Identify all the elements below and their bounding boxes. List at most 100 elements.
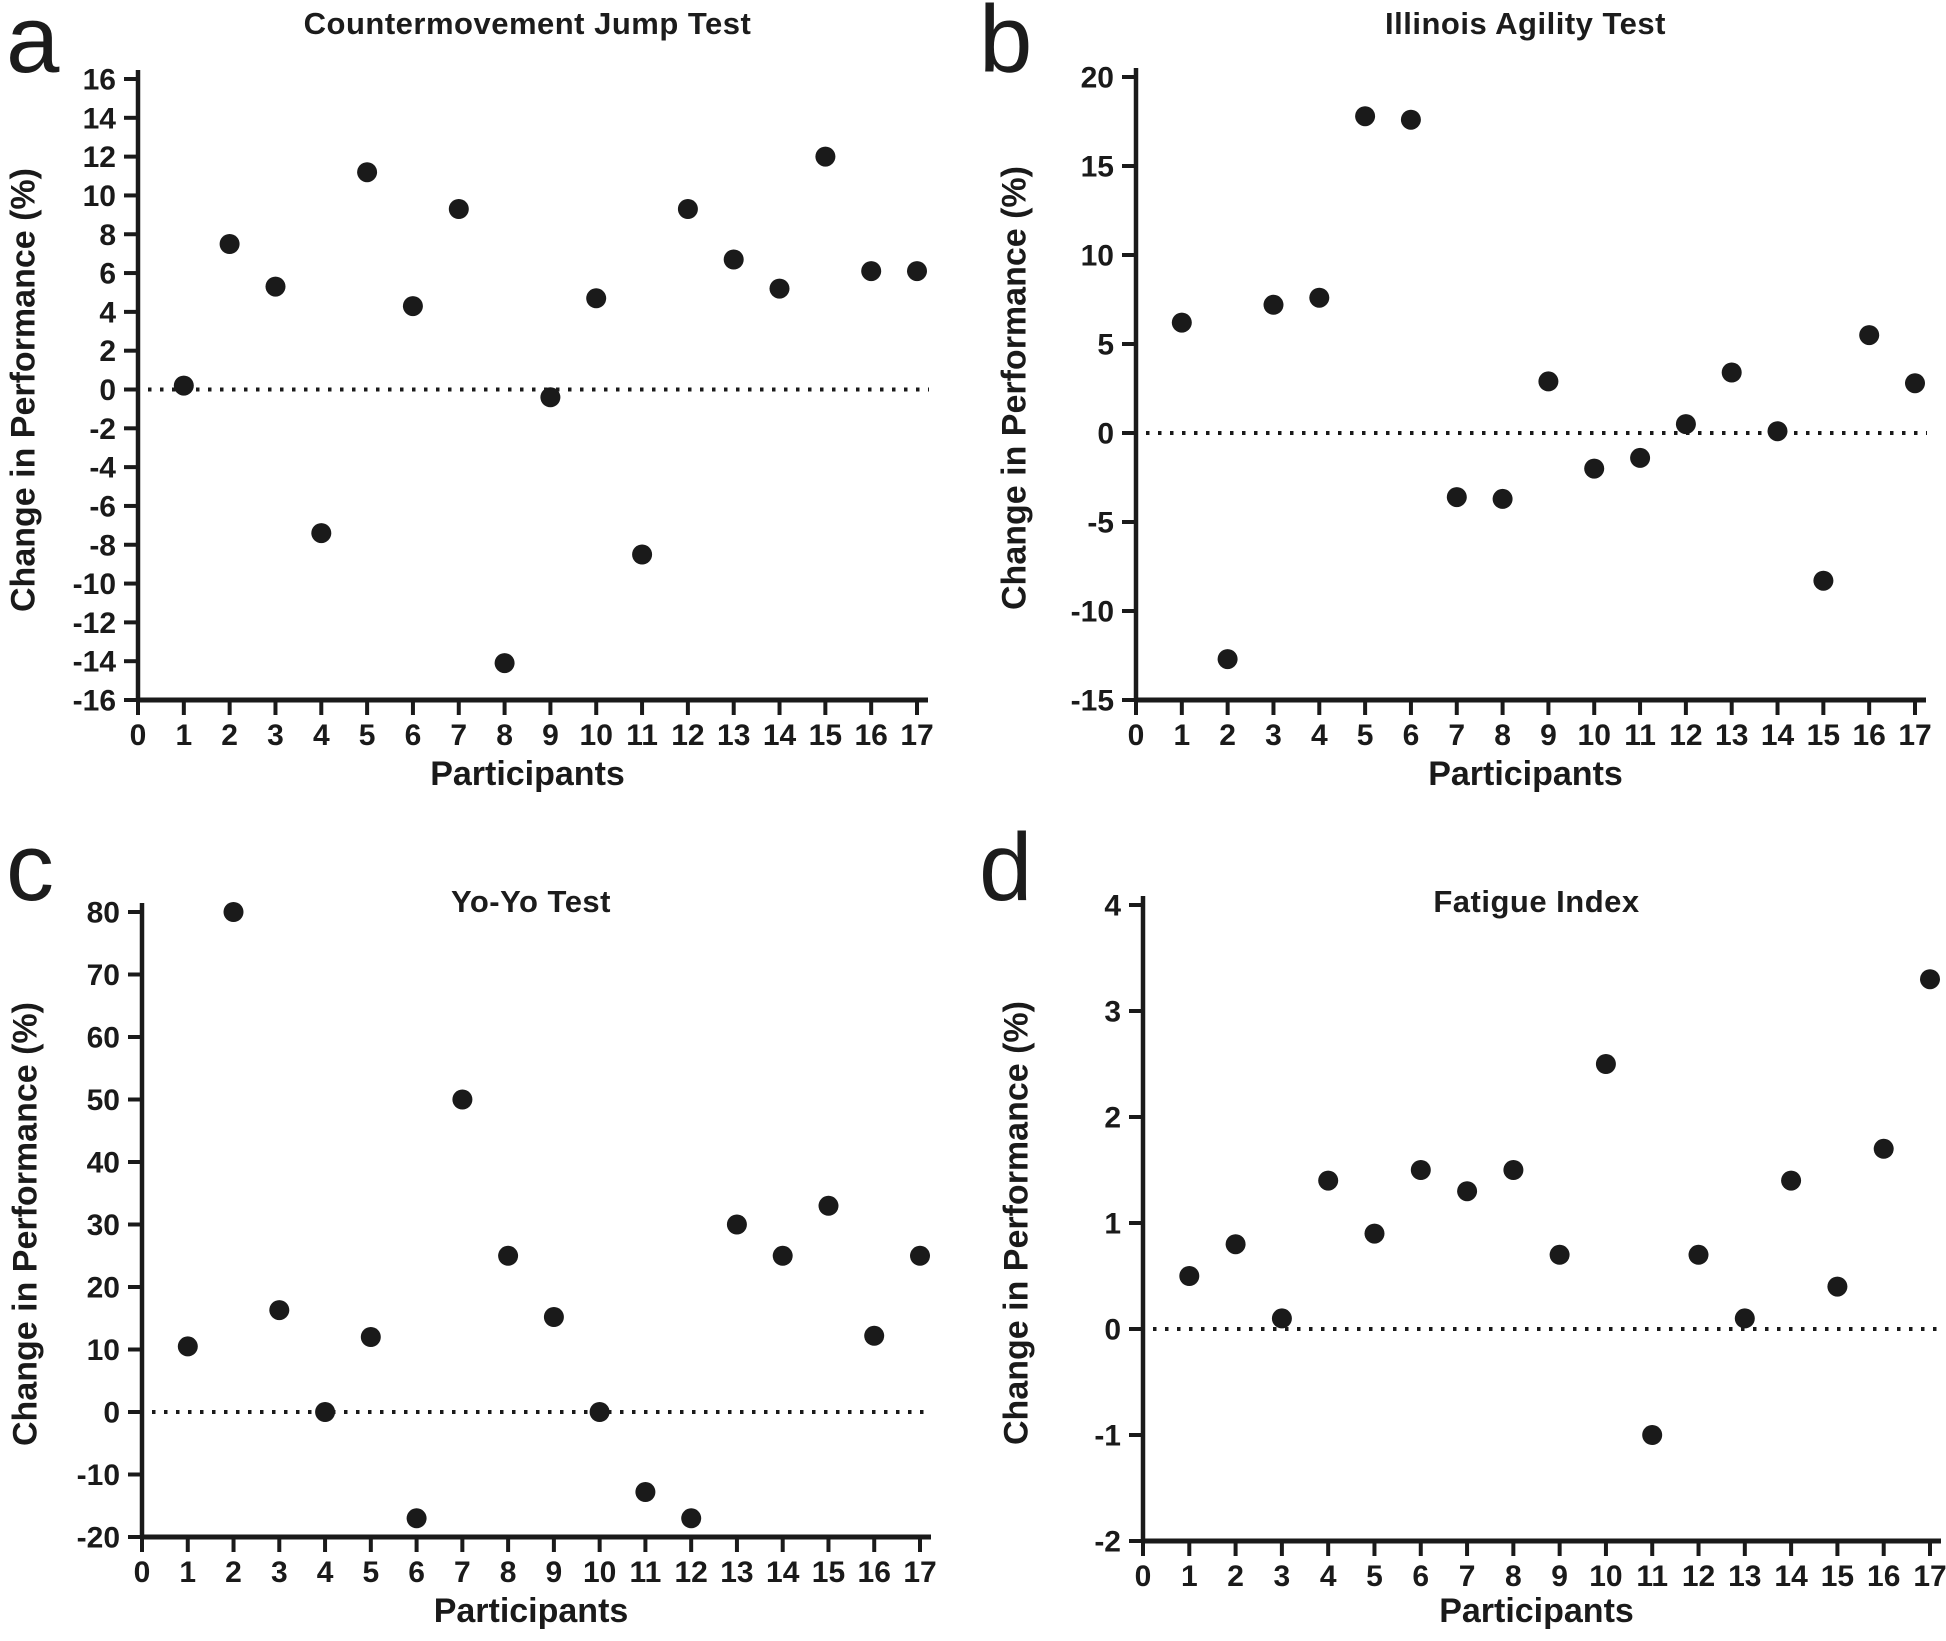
y-tick-label: 4: [1104, 890, 1121, 923]
data-point: [769, 278, 790, 299]
panel-title-b: Illinois Agility Test: [1385, 6, 1666, 41]
x-tick-label: 7: [1448, 719, 1465, 752]
panel-b: -15 -10 -5 0 5 10 15 20 0 1 2 3 4 5 6 7 8 9 10 11 12 13 14 15 16…: [973, 0, 1946, 820]
panel-letter-a: a: [6, 0, 60, 93]
x-axis-label-b: Participants: [1428, 755, 1623, 793]
x-tick-label: 11: [626, 719, 658, 752]
y-tick-label: 40: [87, 1147, 120, 1180]
x-tick-label: 6: [408, 1556, 425, 1589]
data-point: [1767, 421, 1788, 442]
y-tick-label: 10: [87, 1334, 120, 1367]
data-point: [726, 1214, 747, 1235]
y-tick-label: -2: [1094, 1526, 1121, 1559]
x-tick-label: 5: [1366, 1560, 1383, 1593]
data-point: [173, 375, 194, 396]
data-point: [1446, 487, 1467, 508]
x-tick-label: 11: [1636, 1560, 1668, 1593]
x-tick-label: 15: [1821, 1560, 1854, 1593]
x-tick-label: 12: [674, 1556, 707, 1589]
y-tick-label: 70: [87, 959, 120, 992]
data-point: [1920, 969, 1940, 990]
data-point: [1410, 1160, 1431, 1180]
x-tick-label: 10: [580, 719, 613, 752]
y-tick-label: 12: [83, 141, 116, 174]
x-tick-label: 8: [500, 1556, 517, 1589]
x-axis-label-c: Participants: [433, 1592, 629, 1630]
x-tick-label: 17: [1913, 1560, 1946, 1593]
x-tick-label: 4: [1320, 1560, 1337, 1593]
data-point: [907, 261, 927, 282]
y-tick-label: -8: [89, 529, 116, 562]
x-tick-label: 6: [1412, 1560, 1429, 1593]
y-tick-label: -15: [1071, 685, 1114, 718]
y-tick-label: 3: [1104, 996, 1121, 1029]
data-point: [1688, 1244, 1709, 1265]
x-axis-label-a: Participants: [430, 755, 625, 793]
y-tick-label: -16: [73, 685, 116, 718]
x-tick-label: 4: [317, 1556, 334, 1589]
data-point: [1827, 1276, 1848, 1297]
x-tick-label: 17: [903, 1556, 936, 1589]
x-tick-label: 15: [809, 719, 842, 752]
y-tick-label: 8: [99, 219, 116, 252]
x-tick-label: 7: [1459, 1560, 1476, 1593]
data-point: [1538, 371, 1559, 392]
x-tick-label: 9: [1540, 719, 1557, 752]
y-tick-label: -14: [73, 646, 117, 679]
data-point: [402, 296, 423, 317]
x-tick-label: 5: [362, 1556, 379, 1589]
data-point: [223, 902, 244, 922]
x-tick-label: 16: [1852, 719, 1885, 752]
y-tick-label: 20: [87, 1272, 120, 1305]
data-point: [311, 523, 332, 544]
panel-title-a: Countermovement Jump Test: [303, 6, 752, 41]
x-tick-label: 3: [1265, 719, 1282, 752]
x-tick-label: 15: [1807, 719, 1840, 752]
x-tick-label: 0: [130, 719, 147, 752]
x-tick-label: 6: [1403, 719, 1420, 752]
y-tick-label: 80: [87, 897, 120, 930]
data-point: [265, 276, 286, 297]
x-tick-label: 14: [763, 719, 797, 752]
y-tick-label: 0: [99, 374, 116, 407]
y-tick-label: 30: [87, 1209, 120, 1242]
data-point: [1859, 325, 1880, 346]
data-point: [1225, 1234, 1246, 1255]
x-tick-label: 1: [1181, 1560, 1198, 1593]
panel-title-d: Fatigue Index: [1433, 884, 1640, 919]
x-tick-label: 14: [766, 1556, 800, 1589]
data-point: [498, 1245, 519, 1266]
y-tick-label: 10: [83, 180, 116, 213]
data-point: [1318, 1170, 1339, 1191]
x-tick-label: 3: [271, 1556, 288, 1589]
data-point: [494, 653, 515, 674]
y-tick-label: -2: [89, 413, 116, 446]
data-point: [1271, 1308, 1292, 1329]
data-point: [1217, 649, 1238, 670]
y-tick-label: -6: [89, 490, 116, 523]
data-point: [543, 1307, 564, 1327]
x-tick-label: 2: [1227, 1560, 1244, 1593]
data-point: [1457, 1181, 1478, 1202]
data-point: [772, 1245, 793, 1266]
x-tick-label: 0: [1135, 1560, 1152, 1593]
data-point: [1781, 1170, 1802, 1191]
x-tick-label: 5: [359, 719, 376, 752]
y-axis-label-d: Change in Performance (%): [997, 1001, 1036, 1445]
data-point: [632, 544, 653, 565]
data-point: [1492, 488, 1513, 509]
x-tick-label: 10: [1589, 1560, 1622, 1593]
x-tick-label: 0: [1128, 719, 1145, 752]
data-point: [1813, 570, 1834, 591]
data-point: [1721, 362, 1742, 383]
data-point: [1584, 458, 1605, 479]
x-tick-label: 9: [546, 1556, 563, 1589]
y-tick-label: 0: [1104, 1314, 1121, 1347]
x-tick-label: 7: [450, 719, 467, 752]
y-tick-label: 4: [99, 296, 116, 329]
y-tick-label: 0: [103, 1397, 120, 1430]
